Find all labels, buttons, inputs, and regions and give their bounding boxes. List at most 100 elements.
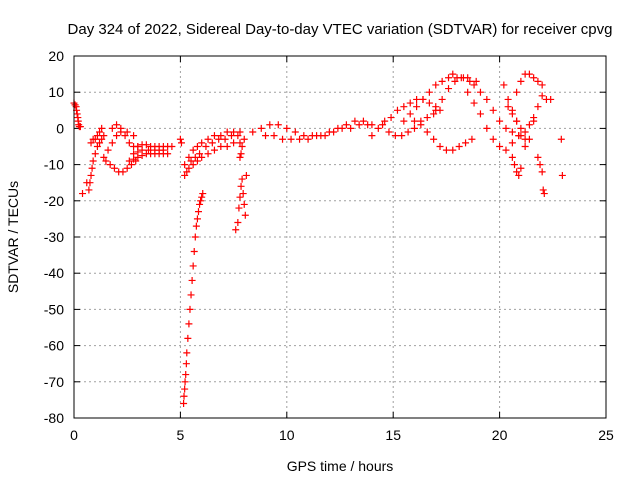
data-point — [87, 171, 95, 179]
y-tick-label: -80 — [44, 410, 64, 426]
data-point — [508, 110, 516, 118]
data-point — [558, 171, 566, 179]
data-point — [123, 128, 131, 136]
data-point — [238, 143, 246, 150]
data-point — [406, 110, 414, 118]
data-point — [534, 103, 542, 111]
data-point — [130, 132, 138, 140]
data-point — [500, 81, 508, 89]
data-point — [300, 132, 308, 140]
data-point — [237, 182, 245, 190]
data-point — [387, 114, 395, 122]
y-tick-label: -20 — [44, 193, 64, 209]
data-point — [304, 135, 312, 143]
data-point — [71, 101, 79, 109]
data-point — [413, 95, 421, 103]
data-point — [472, 77, 480, 85]
data-point — [413, 103, 421, 111]
data-point — [536, 161, 544, 169]
data-point — [464, 74, 472, 82]
data-point — [508, 153, 516, 161]
data-point — [102, 157, 110, 165]
data-point — [193, 143, 201, 150]
data-point — [189, 262, 197, 270]
data-point — [142, 141, 150, 149]
data-point — [191, 233, 199, 241]
data-point — [410, 124, 418, 132]
data-point — [451, 77, 459, 85]
data-point — [236, 128, 244, 136]
data-point — [517, 132, 525, 140]
data-point — [470, 99, 478, 107]
data-point — [110, 164, 118, 172]
data-point — [364, 121, 372, 129]
data-point — [547, 95, 555, 103]
data-point — [270, 132, 278, 140]
data-point — [410, 117, 418, 125]
y-tick-label: -10 — [44, 157, 64, 173]
data-point — [508, 139, 516, 147]
data-point — [230, 128, 238, 136]
data-point — [88, 164, 96, 172]
data-point — [234, 132, 242, 140]
x-ticks: 0 5 10 15 20 25 — [70, 56, 614, 443]
data-point — [190, 247, 198, 255]
data-point — [517, 164, 525, 172]
data-point — [180, 400, 188, 408]
data-point — [76, 123, 84, 131]
data-point — [186, 305, 194, 313]
data-point — [489, 135, 497, 143]
x-tick-label: 5 — [177, 427, 185, 443]
y-tick-label: -30 — [44, 229, 64, 245]
y-tick-label: -70 — [44, 374, 64, 390]
data-point — [93, 132, 101, 140]
data-point — [91, 135, 99, 143]
data-point — [177, 139, 185, 147]
data-point — [525, 121, 533, 129]
data-point — [368, 132, 376, 140]
data-point — [242, 171, 250, 179]
data-point — [538, 81, 546, 89]
y-tick-label: 20 — [48, 48, 64, 64]
x-tick-label: 10 — [279, 427, 295, 443]
data-point — [504, 103, 512, 111]
data-point — [513, 88, 521, 96]
chart-title: Day 324 of 2022, Sidereal Day-to-day VTE… — [68, 21, 613, 38]
data-point — [400, 103, 408, 111]
data-point — [89, 157, 97, 165]
data-point — [104, 146, 112, 154]
data-point — [194, 208, 202, 216]
y-ticks: -80 -70 -60 -50 -40 -30 -20 -10 0 10 20 — [44, 48, 606, 426]
data-point — [249, 128, 257, 136]
data-point — [398, 132, 406, 140]
data-point — [279, 135, 287, 143]
data-point — [185, 320, 193, 328]
data-point — [217, 143, 225, 150]
data-point — [330, 128, 338, 136]
data-point — [504, 95, 512, 103]
data-point — [266, 121, 274, 129]
data-point — [517, 124, 525, 132]
data-point — [130, 155, 138, 163]
data-point — [381, 117, 389, 125]
data-point — [98, 124, 106, 132]
data-point — [417, 121, 425, 129]
data-point — [234, 219, 242, 227]
data-point — [455, 143, 463, 150]
data-point — [496, 117, 504, 125]
x-axis-label: GPS time / hours — [287, 458, 394, 474]
data-point — [274, 121, 282, 129]
data-point — [221, 135, 229, 143]
data-point — [342, 121, 350, 129]
data-point — [191, 153, 199, 161]
data-point — [176, 135, 184, 143]
data-point — [510, 161, 518, 169]
data-point — [223, 128, 231, 136]
data-point — [204, 150, 212, 158]
data-point — [321, 132, 329, 140]
data-point — [534, 77, 542, 85]
y-tick-label: 0 — [56, 120, 64, 136]
data-point — [525, 135, 533, 143]
data-point — [182, 360, 190, 368]
